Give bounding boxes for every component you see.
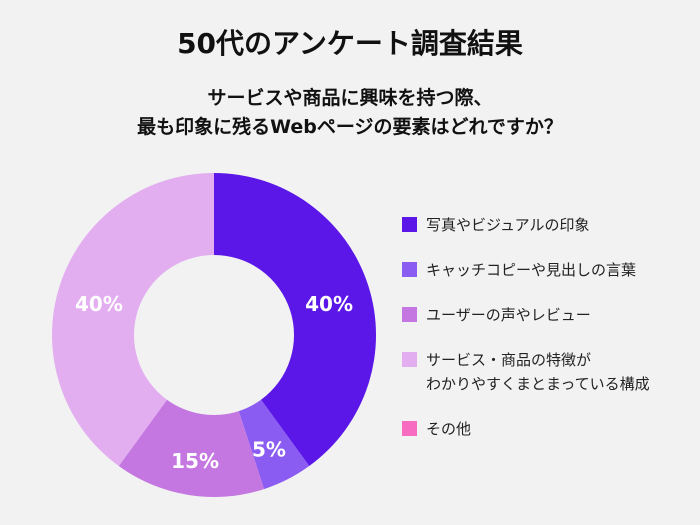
donut-slice <box>51 173 214 467</box>
chart-title: 50代のアンケート調査結果 <box>177 27 523 60</box>
data-label: 40% <box>75 292 123 316</box>
legend-item: その他 <box>402 418 692 441</box>
legend-item: 写真やビジュアルの印象 <box>402 214 692 237</box>
legend-label: その他 <box>426 420 472 438</box>
legend-item: サービス・商品の特徴が わかりやすくまとまっている構成 <box>402 349 692 396</box>
legend-label: サービス・商品の特徴が わかりやすくまとまっている構成 <box>426 351 650 393</box>
legend-swatch <box>402 217 417 232</box>
legend-item: ユーザーの声やレビュー <box>402 304 692 327</box>
legend-swatch <box>402 262 417 277</box>
legend-label: 写真やビジュアルの印象 <box>426 216 590 234</box>
chart-subtitle: サービスや商品に興味を持つ際、 最も印象に残るWebページの要素はどれですか？ <box>137 87 563 138</box>
donut-slice <box>238 399 310 490</box>
donut-slice <box>214 173 377 467</box>
legend-swatch <box>402 352 417 367</box>
legend-label: キャッチコピーや見出しの言葉 <box>426 261 637 279</box>
legend-swatch <box>402 421 417 436</box>
legend-label: ユーザーの声やレビュー <box>426 306 591 324</box>
legend: 写真やビジュアルの印象キャッチコピーや見出しの言葉 ユーザーの声やレビューサービス… <box>402 214 692 463</box>
data-label: 15% <box>171 449 219 473</box>
data-label: 40% <box>305 292 353 316</box>
donut-slice <box>118 399 265 497</box>
data-label: 5% <box>252 437 286 461</box>
legend-item: キャッチコピーや見出しの言葉 <box>402 259 692 282</box>
legend-swatch <box>402 307 417 322</box>
